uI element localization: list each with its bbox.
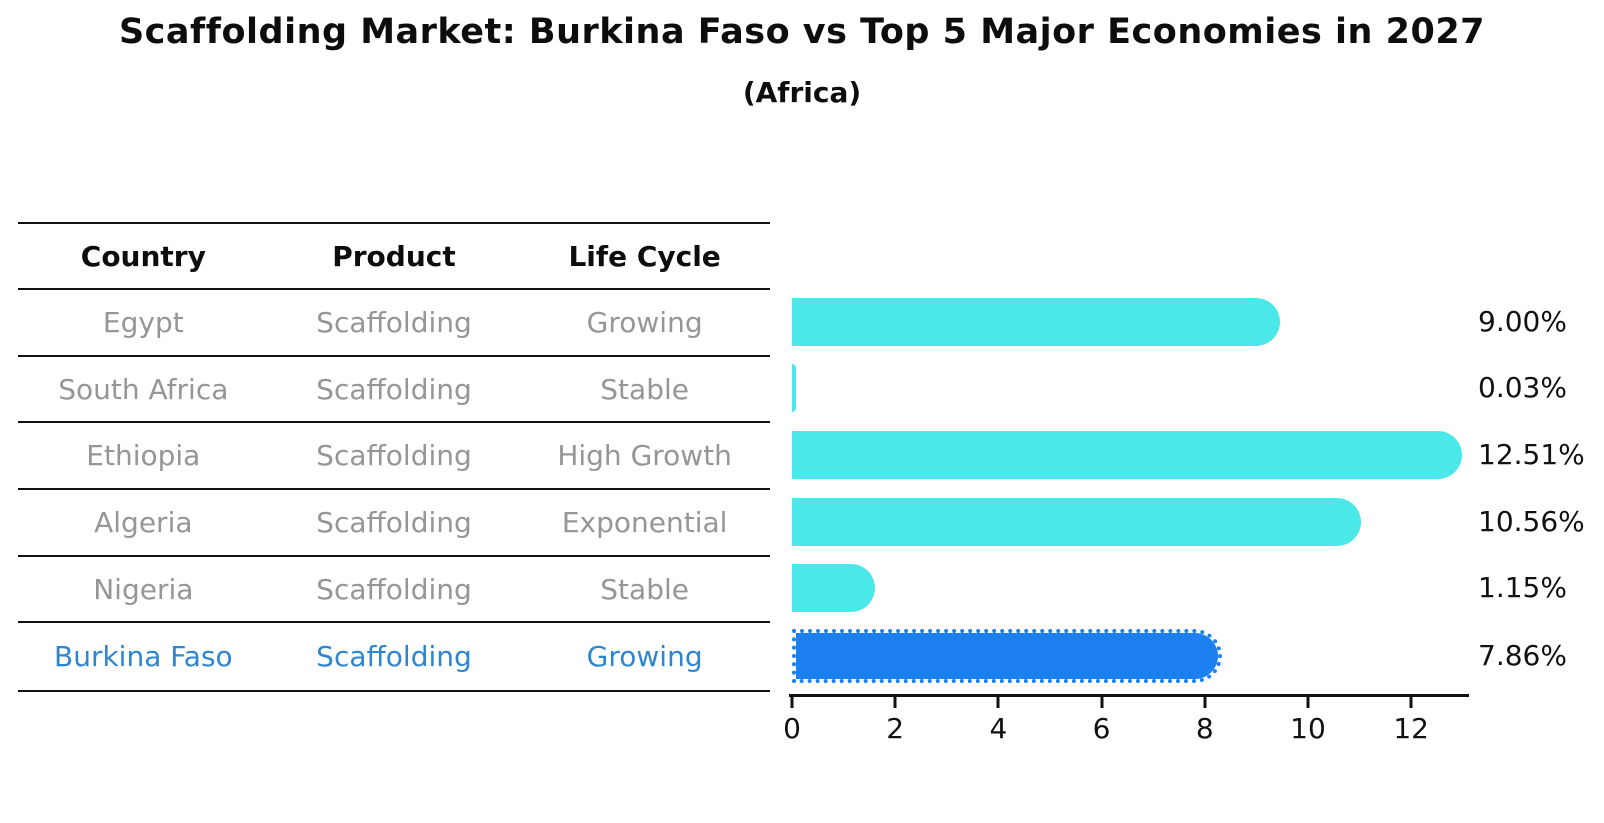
bar-ethiopia: [792, 430, 1462, 479]
product-cell: Scaffolding: [316, 572, 472, 606]
x-axis-tick: [1100, 696, 1104, 708]
table-rule: [18, 288, 770, 290]
x-axis-tick-label: 10: [1290, 712, 1326, 745]
value-label: 1.15%: [1478, 571, 1567, 604]
bar-burkina-faso: [792, 628, 1222, 683]
x-axis-tick: [893, 696, 897, 708]
value-label: 10.56%: [1478, 504, 1585, 538]
table-row-highlighted: Burkina Faso Scaffolding Growing: [18, 623, 770, 690]
x-axis-tick-label: 6: [1092, 712, 1111, 745]
table-rule: [18, 555, 770, 557]
table-row: Nigeria Scaffolding Stable: [18, 557, 770, 621]
life-cycle-cell: Growing: [586, 640, 703, 673]
country-cell: South Africa: [58, 372, 229, 406]
table-header-row: Country Product Life Cycle: [18, 224, 770, 288]
product-cell: Scaffolding: [316, 306, 472, 339]
life-cycle-cell: High Growth: [557, 439, 732, 472]
bar-nigeria: [792, 564, 876, 612]
country-cell: Burkina Faso: [53, 640, 233, 673]
bar-algeria: [792, 497, 1361, 546]
column-header-product: Product: [332, 239, 456, 273]
table-rule: [18, 222, 770, 224]
value-label: 12.51%: [1478, 437, 1585, 471]
x-axis-tick: [1203, 696, 1207, 708]
x-axis-tick-label: 12: [1393, 712, 1430, 745]
table-row: South Africa Scaffolding Stable: [18, 357, 770, 421]
x-axis-line: [789, 694, 1469, 697]
x-axis-tick-label: 2: [886, 712, 905, 745]
table-rule: [18, 355, 770, 357]
x-axis-tick: [1306, 696, 1310, 708]
value-label: 0.03%: [1478, 371, 1567, 404]
value-label: 7.86%: [1478, 638, 1567, 672]
table-rule: [18, 621, 770, 623]
life-cycle-cell: Stable: [600, 572, 689, 606]
country-cell: Ethiopia: [86, 439, 201, 472]
column-header-country: Country: [80, 239, 206, 273]
x-axis-tick: [996, 696, 1000, 708]
x-axis-tick-label: 8: [1195, 712, 1214, 745]
country-cell: Egypt: [102, 306, 184, 339]
country-cell: Algeria: [94, 506, 193, 539]
life-cycle-cell: Stable: [600, 372, 689, 406]
product-cell: Scaffolding: [316, 372, 472, 406]
chart-subtitle: (Africa): [742, 76, 862, 109]
column-header-life-cycle: Life Cycle: [568, 239, 721, 273]
product-cell: Scaffolding: [316, 439, 472, 472]
product-cell: Scaffolding: [316, 640, 472, 673]
table-rule: [18, 690, 770, 692]
table-rule: [18, 488, 770, 490]
life-cycle-cell: Growing: [586, 306, 703, 339]
table-row: Algeria Scaffolding Exponential: [18, 490, 770, 555]
x-axis-tick-label: 4: [989, 712, 1008, 745]
x-axis-tick-label: 0: [783, 712, 801, 745]
table-rule: [18, 421, 770, 423]
table-row: Ethiopia Scaffolding High Growth: [18, 423, 770, 488]
table-row: Egypt Scaffolding Growing: [18, 290, 770, 355]
value-label: 9.00%: [1478, 304, 1567, 338]
bar-south-africa: [792, 364, 796, 412]
product-cell: Scaffolding: [316, 506, 472, 539]
x-axis-tick: [790, 696, 794, 708]
life-cycle-cell: Exponential: [561, 506, 728, 539]
country-cell: Nigeria: [93, 572, 194, 606]
chart-title: Scaffolding Market: Burkina Faso vs Top …: [118, 12, 1486, 52]
x-axis-tick: [1409, 696, 1413, 708]
bar-egypt: [792, 297, 1281, 346]
